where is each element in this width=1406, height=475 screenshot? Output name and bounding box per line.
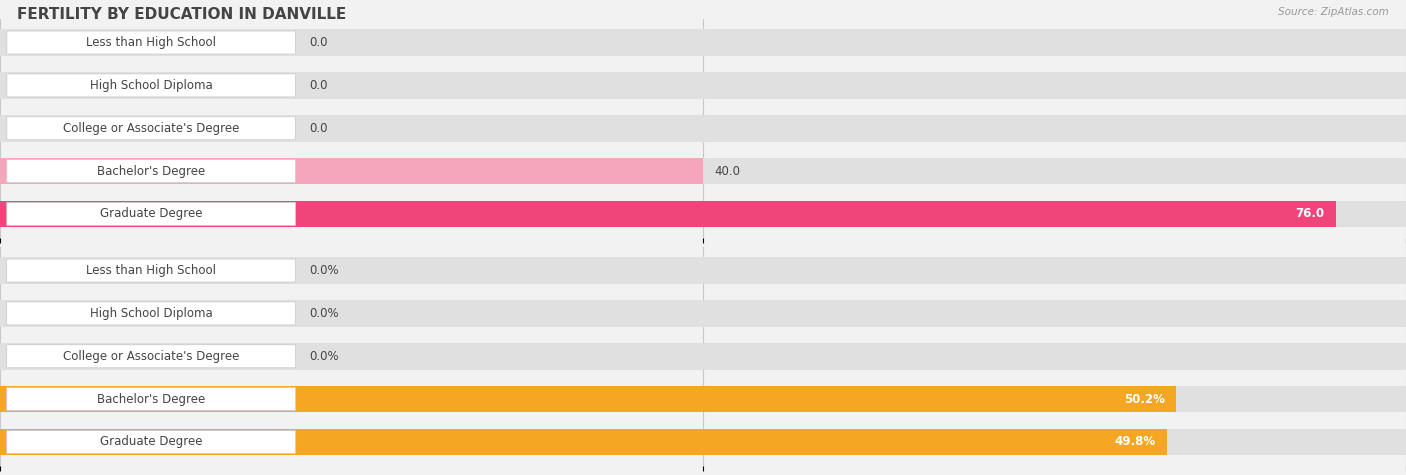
Bar — [0, 158, 1406, 184]
Text: 50.2%: 50.2% — [1125, 393, 1166, 406]
Text: 0.0: 0.0 — [309, 122, 328, 135]
Bar — [0, 428, 1406, 455]
Bar — [0, 200, 1406, 227]
Text: High School Diploma: High School Diploma — [90, 307, 212, 320]
Text: 76.0: 76.0 — [1295, 208, 1324, 220]
Text: 40.0: 40.0 — [714, 165, 740, 178]
Bar — [0, 72, 1406, 99]
Text: 0.0%: 0.0% — [309, 264, 339, 277]
FancyBboxPatch shape — [7, 259, 295, 282]
Text: 0.0%: 0.0% — [309, 350, 339, 363]
Bar — [0, 300, 1406, 327]
Text: Less than High School: Less than High School — [86, 36, 217, 49]
FancyBboxPatch shape — [7, 388, 295, 410]
Bar — [0, 343, 1406, 370]
Text: 0.0: 0.0 — [309, 36, 328, 49]
Text: Bachelor's Degree: Bachelor's Degree — [97, 165, 205, 178]
FancyBboxPatch shape — [7, 117, 295, 140]
FancyBboxPatch shape — [7, 202, 295, 226]
FancyBboxPatch shape — [7, 430, 295, 454]
Text: Bachelor's Degree: Bachelor's Degree — [97, 393, 205, 406]
Bar — [0, 158, 703, 184]
Text: Graduate Degree: Graduate Degree — [100, 208, 202, 220]
Text: Source: ZipAtlas.com: Source: ZipAtlas.com — [1278, 7, 1389, 17]
Text: Less than High School: Less than High School — [86, 264, 217, 277]
Bar — [0, 29, 1406, 56]
Bar — [0, 428, 1167, 455]
Bar — [0, 386, 1177, 412]
FancyBboxPatch shape — [7, 302, 295, 325]
Bar — [0, 386, 1406, 412]
FancyBboxPatch shape — [7, 74, 295, 97]
Text: College or Associate's Degree: College or Associate's Degree — [63, 122, 239, 135]
Text: College or Associate's Degree: College or Associate's Degree — [63, 350, 239, 363]
Text: 0.0%: 0.0% — [309, 307, 339, 320]
Bar — [0, 115, 1406, 142]
Text: High School Diploma: High School Diploma — [90, 79, 212, 92]
Text: Graduate Degree: Graduate Degree — [100, 436, 202, 448]
Bar — [0, 200, 1336, 227]
Text: FERTILITY BY EDUCATION IN DANVILLE: FERTILITY BY EDUCATION IN DANVILLE — [17, 7, 346, 22]
FancyBboxPatch shape — [7, 160, 295, 182]
Bar — [0, 257, 1406, 284]
FancyBboxPatch shape — [7, 345, 295, 368]
Text: 0.0: 0.0 — [309, 79, 328, 92]
Text: 49.8%: 49.8% — [1115, 436, 1156, 448]
FancyBboxPatch shape — [7, 31, 295, 54]
